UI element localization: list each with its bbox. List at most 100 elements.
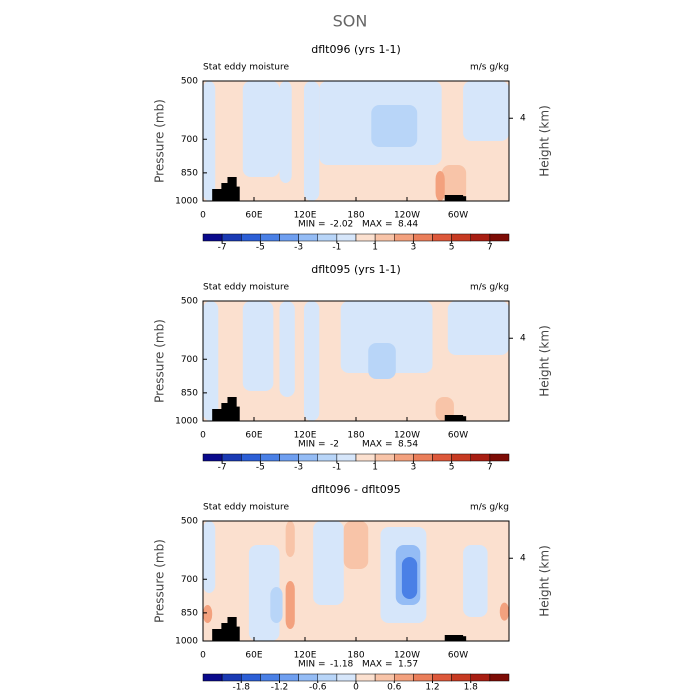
- x-tick-label: 120W: [394, 211, 420, 221]
- right-label: m/s g/kg: [470, 283, 509, 293]
- colorbar-box: [470, 453, 491, 462]
- terrain: [460, 196, 467, 201]
- x-tick-label: 120W: [394, 651, 420, 661]
- colorbar-box: [279, 453, 299, 462]
- colorbar-box: [260, 673, 280, 682]
- x-tick-label: 120E: [294, 431, 317, 441]
- colorbar-tick-label: 1.2: [425, 683, 439, 693]
- colorbar-tick-label: 5: [449, 243, 455, 253]
- colorbar-box: [374, 453, 395, 462]
- y-tick-label: 500: [181, 77, 198, 87]
- colorbar-box: [241, 673, 261, 682]
- y-tick-label: 850: [181, 608, 198, 618]
- colorbar-box: [413, 453, 433, 462]
- field-region: [463, 81, 509, 141]
- field-region: [371, 105, 418, 147]
- colorbar-tick-label: -3: [294, 243, 303, 253]
- field-region: [270, 587, 283, 623]
- x-tick-label: 180: [347, 211, 364, 221]
- x-tick-label: 60E: [245, 431, 262, 441]
- x-tick-label: 180: [347, 431, 364, 441]
- x-tick-label: 60W: [448, 651, 468, 661]
- colorbar-box: [413, 233, 433, 242]
- terrain: [227, 617, 237, 641]
- field-region: [279, 301, 295, 397]
- max-value: 8.44: [398, 220, 418, 230]
- y-tick-label: 850: [181, 388, 198, 398]
- max-label: MAX =: [362, 220, 393, 230]
- field-region: [303, 81, 320, 201]
- y-axis-label: Pressure (mb): [153, 319, 167, 403]
- colorbar-box: [202, 233, 223, 242]
- colorbar-box: [241, 453, 261, 462]
- terrain: [460, 636, 467, 641]
- colorbar-box: [355, 233, 376, 242]
- x-tick-label: 120E: [294, 211, 317, 221]
- colorbar-tick-label: 1: [372, 463, 378, 473]
- field-region: [435, 171, 445, 201]
- x-tick-label: 0: [200, 211, 206, 221]
- field-region: [441, 165, 467, 201]
- terrain: [444, 195, 464, 201]
- colorbar-box: [451, 453, 471, 462]
- colorbar-tick-label: -1: [332, 243, 341, 253]
- min-value: -1.18: [330, 660, 354, 670]
- suptitle: SON: [333, 12, 368, 31]
- y-tick-label: 700: [181, 135, 198, 145]
- colorbar-tick-label: 0.6: [387, 683, 402, 693]
- field-region: [303, 301, 320, 421]
- colorbar-box: [394, 233, 414, 242]
- colorbar-tick-label: -1.8: [232, 683, 250, 693]
- left-label: Stat eddy moisture: [203, 503, 289, 513]
- panel-title: dflt096 - dflt095: [311, 483, 400, 496]
- colorbar-box: [260, 233, 280, 242]
- y-tick-label: 1000: [175, 637, 198, 647]
- colorbar-tick-label: -1: [332, 463, 341, 473]
- colorbar-box: [317, 233, 338, 242]
- x-tick-label: 120E: [294, 651, 317, 661]
- colorbar-box: [432, 673, 452, 682]
- colorbar-box: [374, 233, 395, 242]
- terrain: [227, 397, 237, 421]
- field-region: [242, 301, 274, 391]
- colorbar-box: [298, 233, 318, 242]
- field-region: [203, 605, 213, 623]
- field-region: [203, 81, 216, 201]
- terrain: [221, 623, 231, 641]
- colorbar-box: [298, 673, 318, 682]
- max-label: MAX =: [362, 660, 393, 670]
- colorbar-box: [489, 673, 510, 682]
- colorbar-tick-label: -5: [256, 243, 265, 253]
- x-tick-label: 0: [200, 651, 206, 661]
- colorbar-box: [432, 453, 452, 462]
- terrain: [221, 403, 231, 421]
- field-region: [313, 521, 344, 605]
- y2-axis-label: Height (km): [538, 545, 552, 616]
- min-label: MIN =: [298, 220, 326, 230]
- min-value: -2.02: [330, 220, 353, 230]
- terrain: [227, 177, 237, 201]
- y-tick-label: 700: [181, 575, 198, 585]
- field-region: [340, 301, 433, 373]
- colorbar-tick-label: -7: [218, 463, 227, 473]
- left-label: Stat eddy moisture: [203, 283, 289, 293]
- colorbar-box: [489, 453, 510, 462]
- colorbar-box: [221, 453, 242, 462]
- colorbar-tick-label: 3: [411, 463, 417, 473]
- terrain: [221, 183, 231, 201]
- right-label: m/s g/kg: [470, 503, 509, 513]
- colorbar-box: [202, 673, 223, 682]
- panel-title: dflt095 (yrs 1-1): [311, 263, 401, 276]
- field-region: [203, 301, 219, 421]
- terrain: [444, 635, 464, 641]
- colorbar-tick-label: 1: [372, 243, 378, 253]
- y-axis-label: Pressure (mb): [153, 539, 167, 623]
- colorbar-box: [470, 233, 491, 242]
- min-label: MIN =: [298, 660, 326, 670]
- field-region: [285, 521, 295, 557]
- colorbar-box: [336, 233, 357, 242]
- field-region: [203, 521, 216, 593]
- terrain: [460, 416, 467, 421]
- x-tick-label: 60W: [448, 431, 468, 441]
